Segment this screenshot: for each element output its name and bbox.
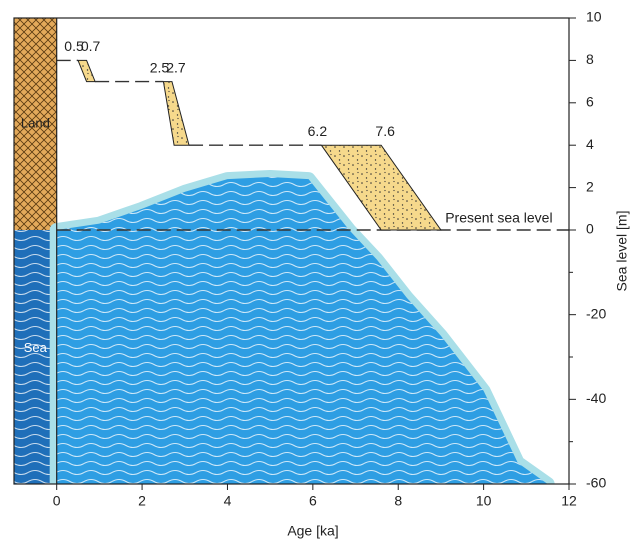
y-tick-label: 4 [586,136,594,152]
y-tick-label: 10 [586,9,602,25]
deposit-end-label: 7.6 [375,123,395,139]
y-tick-label: 0 [586,221,594,237]
x-tick-label: 2 [138,493,146,509]
plot-area [14,18,555,484]
y-tick-label: 8 [586,51,594,67]
y-tick-label: -40 [586,390,606,406]
deposit-dots [321,145,441,230]
land-label: Land [21,115,50,130]
x-tick-label: 6 [309,493,317,509]
present-label: Present sea level [445,210,552,226]
y-tick-label: 2 [586,178,594,194]
deposit-dots [78,60,96,82]
x-tick-label: 10 [476,493,492,509]
x-tick-label: 12 [561,493,577,509]
deposit-start-label: 6.2 [308,123,328,139]
y-tick-label: 6 [586,94,594,110]
sea-level-waves [56,177,548,484]
sea-label: Sea [24,340,48,355]
x-tick-label: 8 [394,493,402,509]
y-axis-label: Sea level [m] [614,211,630,292]
x-tick-label: 0 [53,493,61,509]
deposit-end-label: 0.7 [81,38,101,54]
sea-waves [14,230,57,484]
land-hatch [14,18,57,230]
y-tick-label: -60 [586,475,606,491]
deposit-start-label: 0.5 [64,38,84,54]
deposit-start-label: 2.5 [150,59,170,75]
y-tick-label: -20 [586,305,606,321]
plot-frame [13,17,570,485]
deposit-dots [163,81,190,146]
x-axis-label: Age [ka] [287,523,338,539]
x-tick-label: 4 [224,493,232,509]
deposit-end-label: 2.7 [166,59,186,75]
